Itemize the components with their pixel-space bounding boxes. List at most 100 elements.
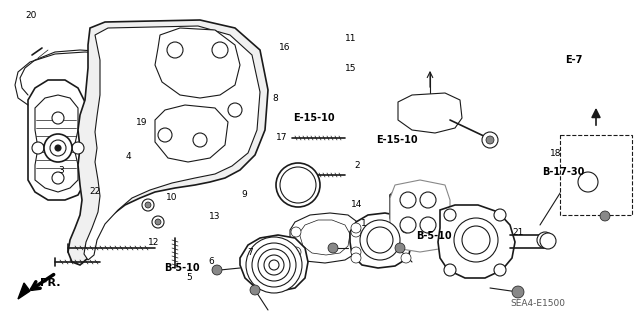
Text: 8: 8 <box>273 94 278 103</box>
Circle shape <box>600 211 610 221</box>
Text: 19: 19 <box>136 118 148 127</box>
Circle shape <box>55 145 61 151</box>
Circle shape <box>258 249 290 281</box>
Circle shape <box>360 220 400 260</box>
Circle shape <box>328 243 338 253</box>
Text: 5: 5 <box>186 273 191 282</box>
Circle shape <box>578 172 598 192</box>
Polygon shape <box>155 28 240 98</box>
Text: FR.: FR. <box>40 278 61 288</box>
Circle shape <box>395 243 405 253</box>
Circle shape <box>541 236 549 244</box>
Text: 20: 20 <box>25 11 36 20</box>
Circle shape <box>152 216 164 228</box>
Circle shape <box>401 253 411 263</box>
Text: E-15-10: E-15-10 <box>376 135 418 145</box>
Text: 13: 13 <box>209 212 220 221</box>
Circle shape <box>351 223 361 233</box>
Text: 1: 1 <box>361 219 366 228</box>
Polygon shape <box>350 213 412 268</box>
Circle shape <box>50 140 66 156</box>
Circle shape <box>444 264 456 276</box>
FancyBboxPatch shape <box>560 135 632 215</box>
Polygon shape <box>28 80 85 200</box>
Circle shape <box>155 219 161 225</box>
Circle shape <box>351 227 361 237</box>
Polygon shape <box>300 220 350 255</box>
Circle shape <box>193 133 207 147</box>
Circle shape <box>52 112 64 124</box>
Circle shape <box>420 217 436 233</box>
Polygon shape <box>398 93 462 133</box>
Circle shape <box>462 226 490 254</box>
Text: 17: 17 <box>276 133 287 142</box>
Circle shape <box>72 142 84 154</box>
Text: B-17-30: B-17-30 <box>542 167 584 177</box>
Circle shape <box>276 163 320 207</box>
Text: 16: 16 <box>279 43 291 52</box>
Circle shape <box>482 132 498 148</box>
Text: 6: 6 <box>209 257 214 266</box>
Text: 15: 15 <box>345 64 356 73</box>
Text: 14: 14 <box>351 200 363 209</box>
Circle shape <box>228 103 242 117</box>
Circle shape <box>351 247 361 257</box>
Circle shape <box>420 192 436 208</box>
Polygon shape <box>390 180 450 252</box>
Text: B-5-10: B-5-10 <box>416 231 452 241</box>
Circle shape <box>454 218 498 262</box>
Circle shape <box>250 285 260 295</box>
Circle shape <box>44 134 72 162</box>
Text: 4: 4 <box>125 152 131 161</box>
Circle shape <box>158 128 172 142</box>
Circle shape <box>351 253 361 263</box>
Polygon shape <box>18 283 30 299</box>
Circle shape <box>264 255 284 275</box>
Text: 21: 21 <box>513 228 524 237</box>
Circle shape <box>52 172 64 184</box>
Circle shape <box>280 167 316 203</box>
Text: 11: 11 <box>345 34 356 43</box>
Polygon shape <box>68 20 268 265</box>
Polygon shape <box>155 105 228 162</box>
Polygon shape <box>290 213 362 263</box>
Circle shape <box>142 199 154 211</box>
Text: 10: 10 <box>166 193 177 202</box>
Polygon shape <box>35 95 78 192</box>
Text: E-7: E-7 <box>564 55 582 65</box>
Text: 2: 2 <box>355 161 360 170</box>
Circle shape <box>486 136 494 144</box>
Text: B-5-10: B-5-10 <box>164 263 200 273</box>
Polygon shape <box>240 235 308 292</box>
Text: SEA4-E1500: SEA4-E1500 <box>510 299 565 308</box>
Text: 12: 12 <box>148 238 159 247</box>
Polygon shape <box>84 26 260 260</box>
Circle shape <box>212 265 222 275</box>
Circle shape <box>540 233 556 249</box>
Circle shape <box>537 232 553 248</box>
Text: E-15-10: E-15-10 <box>292 113 335 123</box>
Text: 22: 22 <box>89 187 100 196</box>
Circle shape <box>212 42 228 58</box>
Circle shape <box>401 223 411 233</box>
Polygon shape <box>438 205 515 278</box>
Text: 7: 7 <box>247 248 252 256</box>
Circle shape <box>252 243 296 287</box>
Circle shape <box>246 237 302 293</box>
Circle shape <box>291 227 301 237</box>
Polygon shape <box>568 162 610 203</box>
Circle shape <box>367 227 393 253</box>
Circle shape <box>167 42 183 58</box>
Circle shape <box>32 142 44 154</box>
Circle shape <box>400 217 416 233</box>
Text: 3: 3 <box>58 166 63 175</box>
Text: 18: 18 <box>550 149 561 158</box>
Circle shape <box>400 192 416 208</box>
Polygon shape <box>390 185 442 244</box>
Circle shape <box>145 202 151 208</box>
Circle shape <box>444 209 456 221</box>
Circle shape <box>512 286 524 298</box>
Circle shape <box>269 260 279 270</box>
Circle shape <box>494 209 506 221</box>
Circle shape <box>291 247 301 257</box>
